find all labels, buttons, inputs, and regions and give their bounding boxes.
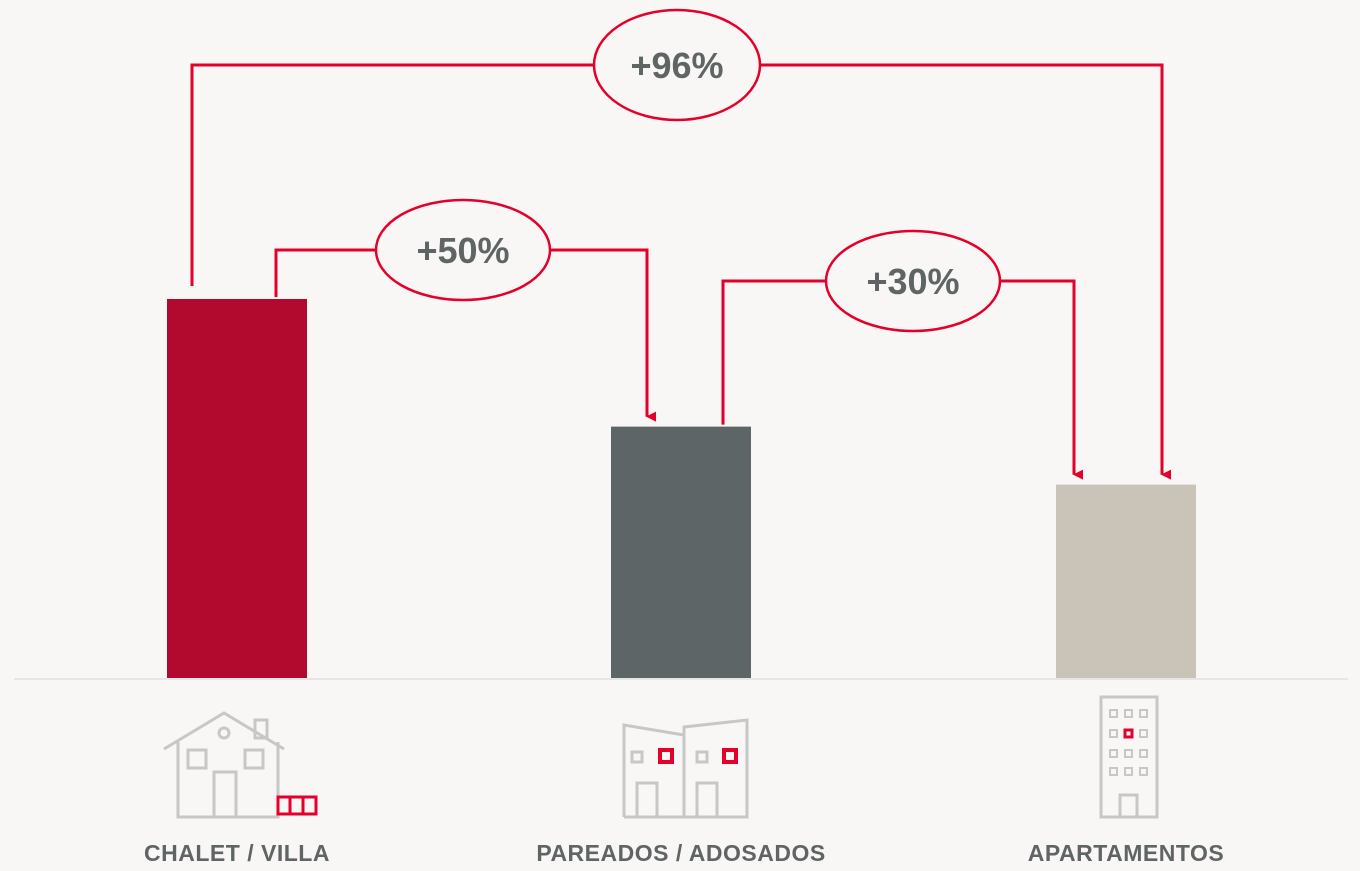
category-label-apartamentos: APARTAMENTOS: [1027, 840, 1225, 866]
bar-chalet-villa: [167, 299, 307, 678]
apartment-building-icon: [1099, 695, 1159, 819]
pct-label-30: +30%: [866, 261, 959, 302]
category-label-pareados-adosados: PAREADOS / ADOSADOS: [536, 840, 826, 866]
pct-label-50: +50%: [416, 230, 509, 271]
pct-bubble-50: [374, 198, 552, 302]
connector-96: [190, 63, 1171, 480]
bar-apartamentos: [1056, 484, 1196, 678]
bar-pareados-adosados: [611, 426, 751, 678]
pct-bubble-30: [824, 229, 1002, 333]
house-icon: [163, 711, 318, 819]
category-label-chalet-villa: CHALET / VILLA: [144, 840, 330, 866]
semi-detached-houses-icon: [622, 718, 749, 819]
pct-bubble-96: [592, 8, 762, 122]
pct-label-96: +96%: [630, 45, 723, 86]
